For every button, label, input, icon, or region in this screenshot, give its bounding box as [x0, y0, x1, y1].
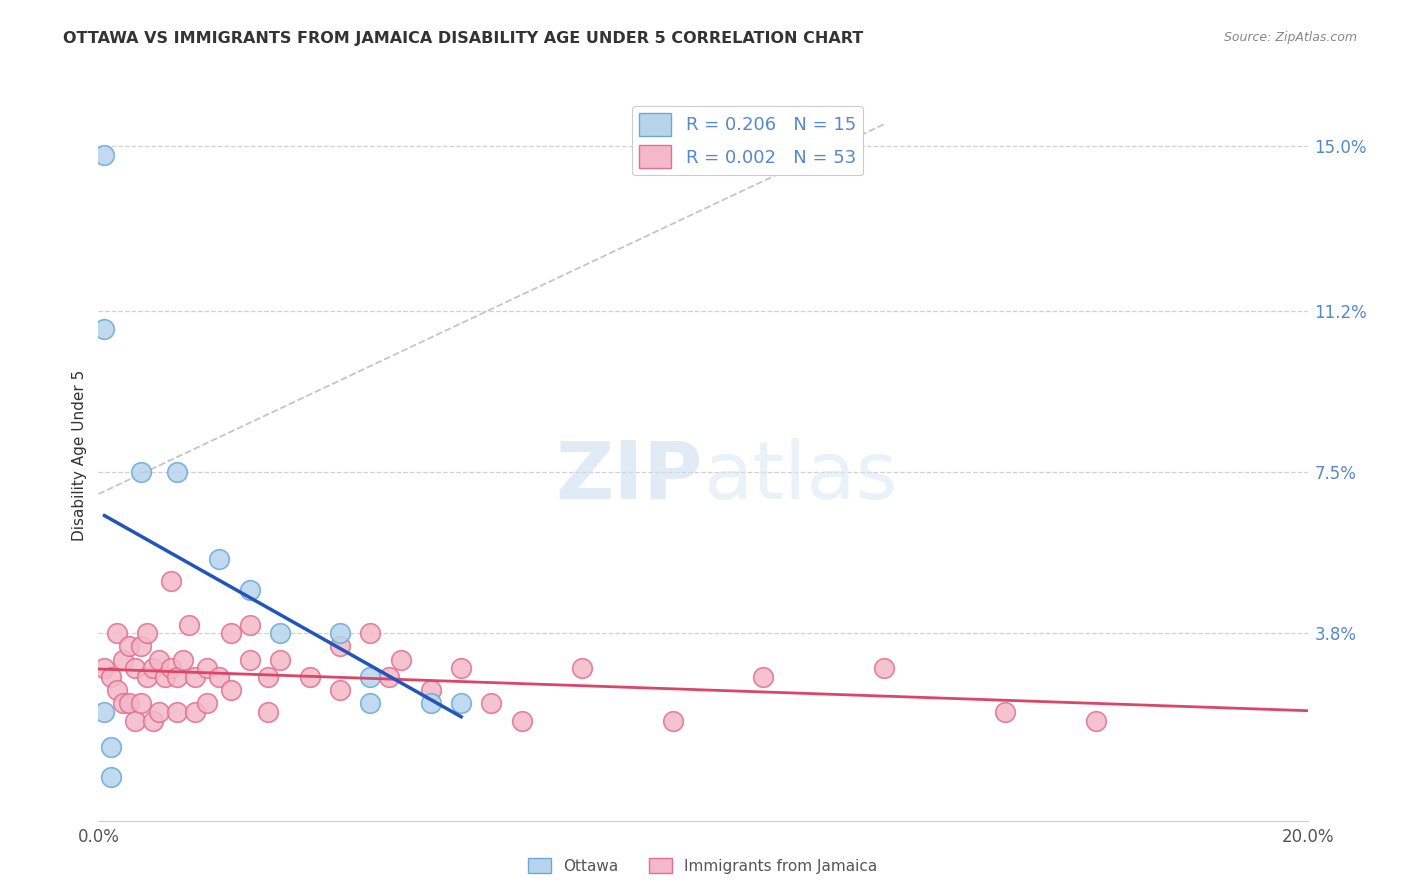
Text: ZIP: ZIP — [555, 438, 703, 516]
Point — [360, 696, 382, 710]
Point — [450, 696, 472, 710]
Point — [166, 705, 188, 719]
Point — [148, 652, 170, 666]
Point — [329, 683, 352, 698]
Point — [377, 670, 399, 684]
Point — [571, 661, 593, 675]
Point — [93, 147, 115, 161]
Point — [329, 626, 352, 640]
Point — [160, 574, 183, 589]
Text: Source: ZipAtlas.com: Source: ZipAtlas.com — [1223, 31, 1357, 45]
Point — [256, 670, 278, 684]
Point — [221, 683, 243, 698]
Point — [129, 466, 152, 480]
Legend: Ottawa, Immigrants from Jamaica: Ottawa, Immigrants from Jamaica — [522, 852, 884, 880]
Point — [184, 705, 207, 719]
Point — [256, 705, 278, 719]
Point — [450, 661, 472, 675]
Point — [153, 670, 176, 684]
Legend: R = 0.206   N = 15, R = 0.002   N = 53: R = 0.206 N = 15, R = 0.002 N = 53 — [631, 105, 863, 176]
Point — [118, 640, 141, 654]
Point — [124, 714, 146, 728]
Point — [148, 705, 170, 719]
Point — [135, 626, 157, 640]
Point — [269, 652, 291, 666]
Point — [420, 696, 443, 710]
Point — [160, 661, 183, 675]
Text: OTTAWA VS IMMIGRANTS FROM JAMAICA DISABILITY AGE UNDER 5 CORRELATION CHART: OTTAWA VS IMMIGRANTS FROM JAMAICA DISABI… — [63, 31, 863, 46]
Point — [239, 617, 262, 632]
Point — [239, 582, 262, 597]
Point — [111, 652, 134, 666]
Point — [994, 705, 1017, 719]
Point — [118, 696, 141, 710]
Point — [105, 683, 128, 698]
Point — [481, 696, 503, 710]
Point — [129, 640, 152, 654]
Point — [135, 670, 157, 684]
Point — [105, 626, 128, 640]
Point — [329, 640, 352, 654]
Point — [100, 670, 122, 684]
Point — [208, 552, 231, 566]
Text: atlas: atlas — [703, 438, 897, 516]
Point — [389, 652, 412, 666]
Point — [124, 661, 146, 675]
Point — [661, 714, 683, 728]
Point — [142, 661, 165, 675]
Point — [195, 661, 218, 675]
Point — [166, 466, 188, 480]
Point — [172, 652, 194, 666]
Point — [1085, 714, 1108, 728]
Point — [100, 739, 122, 754]
Point — [129, 696, 152, 710]
Point — [208, 670, 231, 684]
Point — [510, 714, 533, 728]
Point — [179, 617, 201, 632]
Point — [100, 770, 122, 784]
Point — [93, 321, 115, 335]
Y-axis label: Disability Age Under 5: Disability Age Under 5 — [72, 369, 87, 541]
Point — [299, 670, 322, 684]
Point — [420, 683, 443, 698]
Point — [166, 670, 188, 684]
Point — [360, 670, 382, 684]
Point — [93, 705, 115, 719]
Point — [752, 670, 775, 684]
Point — [873, 661, 896, 675]
Point — [195, 696, 218, 710]
Point — [111, 696, 134, 710]
Point — [184, 670, 207, 684]
Point — [93, 661, 115, 675]
Point — [221, 626, 243, 640]
Point — [269, 626, 291, 640]
Point — [239, 652, 262, 666]
Point — [142, 714, 165, 728]
Point — [360, 626, 382, 640]
